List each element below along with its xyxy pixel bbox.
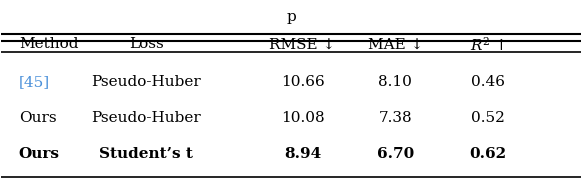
- Text: RMSE ↓: RMSE ↓: [269, 37, 336, 51]
- Text: Method: Method: [19, 37, 78, 51]
- Text: 7.38: 7.38: [378, 111, 412, 125]
- Text: Ours: Ours: [19, 111, 56, 125]
- Text: 0.46: 0.46: [471, 75, 505, 89]
- Text: p: p: [286, 10, 296, 24]
- Text: 6.70: 6.70: [377, 147, 414, 161]
- Text: Student’s t: Student’s t: [100, 147, 193, 161]
- Text: MAE ↓: MAE ↓: [368, 37, 423, 51]
- Text: Pseudo-Huber: Pseudo-Huber: [91, 75, 201, 89]
- Text: $R^2$ ↑: $R^2$ ↑: [470, 35, 506, 53]
- Text: 0.52: 0.52: [471, 111, 505, 125]
- Text: 10.08: 10.08: [281, 111, 324, 125]
- Text: 8.10: 8.10: [378, 75, 412, 89]
- Text: Loss: Loss: [129, 37, 164, 51]
- Text: 8.94: 8.94: [284, 147, 321, 161]
- Text: Pseudo-Huber: Pseudo-Huber: [91, 111, 201, 125]
- Text: Ours: Ours: [19, 147, 60, 161]
- Text: 0.62: 0.62: [469, 147, 506, 161]
- Text: 10.66: 10.66: [281, 75, 324, 89]
- Text: [45]: [45]: [19, 75, 50, 89]
